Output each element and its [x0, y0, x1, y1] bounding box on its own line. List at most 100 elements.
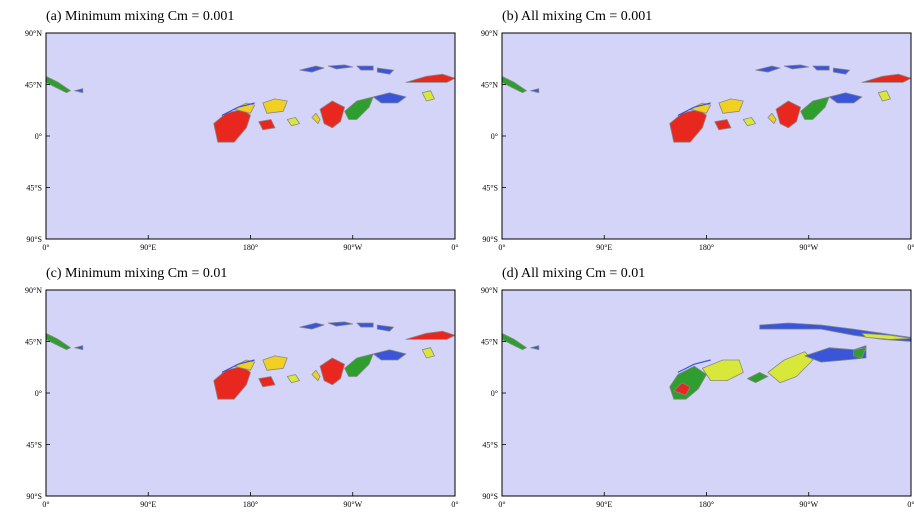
x-tick-label: 90°E [596, 243, 612, 252]
contour-feature-6 [319, 100, 345, 129]
y-tick-label: 90°S [26, 492, 42, 501]
x-tick-label: 0° [498, 243, 505, 252]
contour-feature-7 [344, 353, 374, 377]
contour-feature-4 [286, 117, 300, 127]
contour-feature-7 [800, 96, 830, 120]
y-tick-label: 90°S [482, 235, 498, 244]
x-tick-label: 0° [907, 243, 914, 252]
contour-line [677, 359, 711, 373]
contour-feature-14 [832, 67, 850, 75]
contour-feature-4 [767, 351, 814, 384]
contour-feature-16 [530, 88, 540, 94]
contour-feature-2 [262, 355, 288, 371]
x-tick-label: 90°E [140, 243, 156, 252]
contour-feature-8 [372, 349, 407, 361]
contour-feature-9 [421, 347, 435, 359]
contour-feature-13 [356, 65, 374, 71]
contour-feature-16 [74, 345, 84, 351]
contour-feature-16 [74, 88, 84, 94]
contour-feature-5 [804, 345, 867, 363]
contour-feature-14 [376, 67, 394, 75]
x-tick-label: 0° [42, 500, 49, 509]
plot-background [502, 290, 911, 496]
contour-feature-12 [783, 64, 810, 70]
plot-background [46, 33, 455, 239]
panel-a-title: (a) Minimum mixing Cm = 0.001 [46, 9, 235, 24]
contour-feature-1 [233, 102, 255, 114]
y-tick-label: 0° [491, 132, 498, 141]
contour-feature-8 [372, 92, 407, 104]
y-tick-label: 45°S [26, 184, 42, 193]
y-tick-label: 45°N [25, 338, 42, 347]
y-tick-label: 45°N [481, 81, 498, 90]
panel-a: 90°N45°N0°45°S90°S0° 90°E 180° 90°W 0° [25, 29, 459, 252]
y-tick-label: 45°S [482, 441, 498, 450]
x-tick-label: 90°W [799, 243, 818, 252]
y-tick-label: 45°N [481, 338, 498, 347]
x-tick-label: 90°W [343, 500, 362, 509]
contour-feature-11 [299, 322, 325, 330]
contour-line [221, 359, 255, 373]
contour-feature-1 [673, 382, 691, 396]
x-tick-label: 90°W [343, 243, 362, 252]
y-tick-label: 90°S [26, 235, 42, 244]
contour-feature-14 [376, 324, 394, 332]
contour-feature-3 [714, 119, 732, 131]
contour-feature-4 [742, 117, 756, 127]
contour-feature-13 [812, 65, 830, 71]
contour-feature-11 [299, 65, 325, 73]
contour-feature-8 [861, 332, 912, 340]
x-tick-label: 180° [699, 243, 714, 252]
y-tick-label: 0° [491, 389, 498, 398]
contour-feature-1 [689, 102, 711, 114]
panel-c: 90°N45°N0°45°S90°S0° 90°E 180° 90°W 0° [25, 286, 459, 509]
contour-feature-9 [877, 90, 891, 102]
contour-feature-12 [327, 64, 354, 70]
contour-feature-11 [755, 65, 781, 73]
contour-feature-3 [258, 119, 276, 131]
contour-feature-6 [853, 347, 867, 359]
x-tick-label: 90°E [596, 500, 612, 509]
contour-feature-2 [262, 98, 288, 114]
x-tick-label: 90°E [140, 500, 156, 509]
x-tick-label: 0° [907, 500, 914, 509]
x-tick-label: 180° [699, 500, 714, 509]
contour-feature-10 [530, 345, 540, 351]
y-tick-label: 90°N [25, 29, 42, 38]
x-tick-label: 0° [42, 243, 49, 252]
y-tick-label: 90°N [481, 286, 498, 295]
y-tick-label: 0° [35, 389, 42, 398]
y-tick-label: 90°S [482, 492, 498, 501]
contour-line [677, 102, 711, 116]
plot-background [46, 290, 455, 496]
panel-b: 90°N45°N0°45°S90°S0° 90°E 180° 90°W 0° [481, 29, 914, 252]
x-tick-label: 180° [243, 243, 258, 252]
y-tick-label: 0° [35, 132, 42, 141]
panel-d: 90°N45°N0°45°S90°S0° 90°E 180° 90°W 0° [481, 286, 914, 509]
contour-feature-7 [344, 96, 374, 120]
plot-background [502, 33, 911, 239]
contour-feature-1 [233, 359, 255, 371]
contour-feature-2 [718, 98, 744, 114]
contour-feature-12 [327, 321, 354, 327]
contour-feature-5 [311, 112, 321, 124]
panel-d-title: (d) All mixing Cm = 0.01 [502, 266, 646, 281]
y-tick-label: 45°S [482, 184, 498, 193]
x-tick-label: 180° [243, 500, 258, 509]
y-tick-label: 90°N [481, 29, 498, 38]
x-tick-label: 90°W [799, 500, 818, 509]
panel-c-title: (c) Minimum mixing Cm = 0.01 [46, 266, 228, 281]
contour-feature-5 [767, 112, 777, 124]
panel-b-title: (b) All mixing Cm = 0.001 [502, 9, 653, 24]
contour-line [221, 102, 255, 116]
y-tick-label: 45°N [25, 81, 42, 90]
contour-feature-3 [258, 376, 276, 388]
contour-feature-8 [828, 92, 863, 104]
contour-feature-9 [421, 90, 435, 102]
contour-feature-3 [747, 372, 769, 384]
contour-feature-6 [319, 357, 345, 386]
x-tick-label: 0° [451, 500, 458, 509]
contour-feature-6 [775, 100, 801, 129]
